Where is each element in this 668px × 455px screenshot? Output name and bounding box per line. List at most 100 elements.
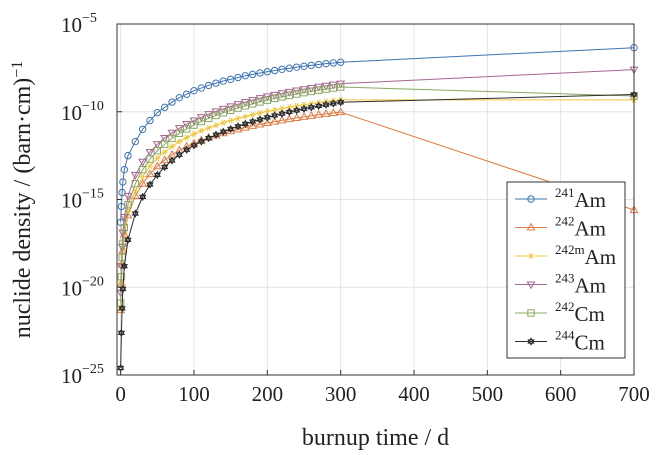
data-point [219,127,227,136]
data-point [139,173,146,180]
data-point [160,103,169,112]
data-point [212,122,220,129]
data-point [160,155,170,164]
data-point [139,192,147,202]
data-point [314,60,323,69]
data-point [336,83,345,91]
y-tick-label: 10−20 [61,274,104,300]
data-point [329,99,337,108]
data-point [256,69,264,77]
data-point [119,178,127,186]
data-point [167,129,177,138]
data-point [293,102,300,109]
y-axis-title-main: nuclide density / (barn·cm) [10,78,36,339]
data-point [241,72,250,80]
data-point [292,113,302,121]
data-point [118,304,126,313]
data-point [262,118,272,127]
data-point [292,63,301,71]
x-axis-title: burnup time / d [302,425,449,451]
data-point [138,125,147,134]
data-point [146,163,154,170]
x-tick-label: 100 [178,382,210,406]
series-layer [116,43,639,373]
x-axis: 0 100 200 300 400 500 600 700 [115,370,650,406]
data-point [219,77,228,85]
data-point [220,119,227,126]
data-point [120,261,128,271]
data-point [161,162,169,172]
legend-marker [527,337,535,346]
data-point [285,107,293,117]
legend-item: 242Cm [515,299,605,326]
data-point [182,120,192,129]
data-point [124,151,132,160]
legend-item: 241Am [515,185,606,212]
y-axis: 10−25 10−20 10−15 10−10 10−5 [61,11,122,388]
data-point [263,96,272,104]
data-point [146,155,154,163]
x-tick-label: 200 [252,382,284,406]
data-point [226,75,235,83]
data-point [299,112,309,120]
data-point [190,131,198,138]
data-point [286,104,293,111]
data-point [131,209,139,218]
data-point [204,114,213,123]
data-point [190,86,198,95]
data-point [205,133,213,143]
data-point [182,125,191,133]
data-point [248,120,258,129]
data-point [300,104,308,113]
legend-label: 244Cm [555,328,605,355]
data-point [263,68,272,76]
data-point [322,85,330,93]
data-point [124,201,132,209]
data-point [205,124,212,131]
legend-label: 242Cm [555,299,605,326]
data-point [307,61,316,70]
data-point [197,84,206,92]
data-point [264,108,271,115]
data-point [227,117,234,124]
data-point [182,90,191,98]
legend-label: 242Am [555,214,606,241]
data-point [117,328,126,338]
data-point [322,59,330,68]
data-point [175,129,184,138]
data-point [168,134,176,143]
data-point [124,235,132,245]
data-point [336,107,346,116]
legend-box [506,181,626,359]
data-point [242,113,249,120]
data-point [234,122,242,131]
data-point [270,116,280,125]
legend-item: 243Am [515,271,606,298]
data-point [153,147,162,155]
data-point [117,243,127,252]
data-point [160,135,170,143]
data-point [271,111,279,120]
data-point [161,149,168,156]
data-point [329,84,338,92]
data-point [241,119,249,129]
data-point [212,111,220,120]
data-point [131,180,140,188]
data-point [153,170,161,180]
data-point [175,150,183,159]
data-point [154,155,161,162]
legend-label: 242mAm [555,242,616,269]
data-point [182,141,192,150]
data-point [241,102,250,110]
data-point [285,64,294,72]
data-point [249,117,257,126]
data-point [321,109,331,117]
data-point [197,137,205,146]
data-point [240,122,250,131]
data-point [152,161,162,170]
legend-marker [526,281,536,290]
data-point [120,223,129,232]
data-point [190,121,198,129]
